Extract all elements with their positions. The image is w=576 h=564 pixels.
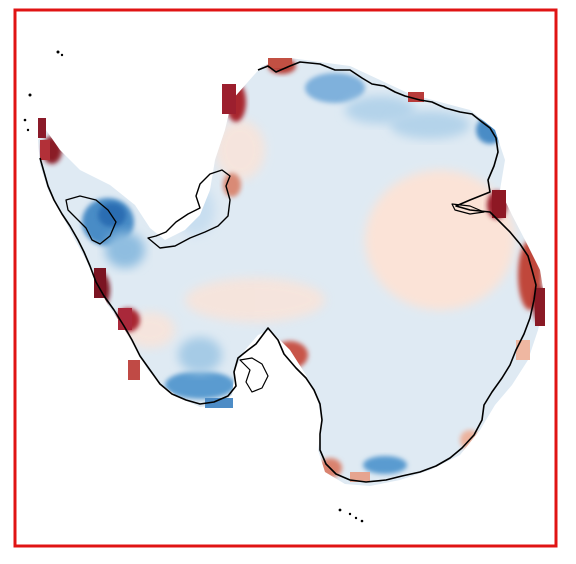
- east-interior-warm-region: [365, 170, 515, 310]
- dronning-maud-blue-anomaly: [305, 73, 365, 103]
- coastal-pixels: [38, 58, 545, 482]
- island-dots: [23, 50, 364, 523]
- frame-border: [13, 8, 558, 548]
- ice-sheet-base: [38, 58, 545, 486]
- coastline: [39, 61, 537, 483]
